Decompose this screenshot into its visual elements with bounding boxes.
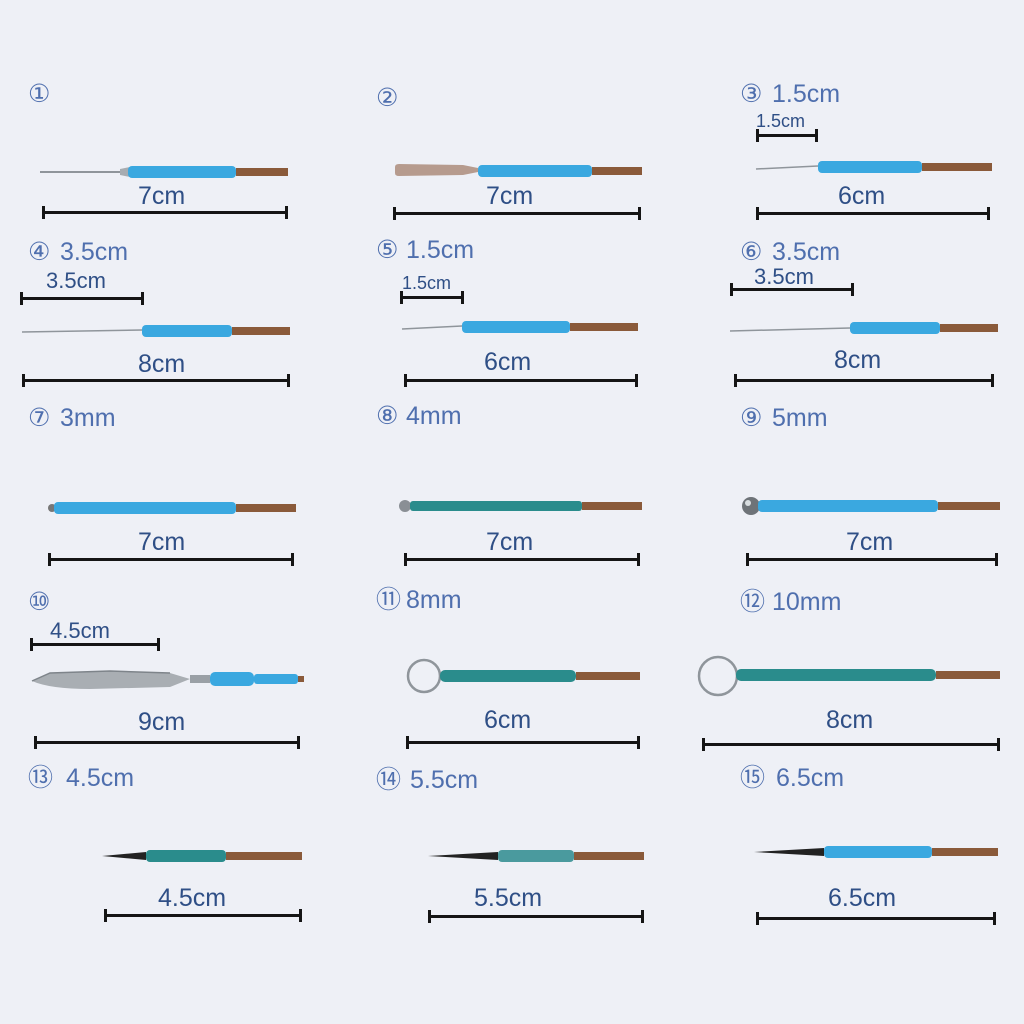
spec-label: 5.5cm — [410, 766, 479, 794]
spec-label: 5mm — [772, 404, 828, 432]
sub-length-label: 3.5cm — [46, 268, 106, 293]
needle-electrode-icon — [401, 321, 638, 333]
ball-electrode-icon — [48, 502, 296, 514]
length-label: 6cm — [484, 348, 532, 376]
item-number: ⑫ — [740, 588, 766, 616]
needle-electrode-icon — [729, 322, 998, 334]
length-label: 5.5cm — [474, 884, 543, 912]
length-scale-bar — [756, 207, 990, 220]
length-label: 7cm — [138, 182, 186, 210]
length-scale-bar — [48, 553, 294, 566]
item-number: ⑧ — [376, 402, 399, 430]
length-scale-bar — [104, 909, 302, 922]
item-number: ⑦ — [28, 404, 51, 432]
length-label: 6cm — [484, 706, 532, 734]
ball-electrode-icon — [399, 500, 642, 512]
length-label: 7cm — [486, 182, 534, 210]
sub-length-bar — [730, 283, 854, 296]
length-label: 8cm — [826, 706, 874, 734]
spec-label: 3mm — [60, 404, 116, 432]
length-scale-bar — [22, 374, 290, 387]
item-number: ⑨ — [740, 404, 763, 432]
spec-label: 6.5cm — [776, 764, 845, 792]
spec-label: 1.5cm — [406, 236, 475, 264]
sub-length-label: 4.5cm — [50, 618, 110, 643]
fine-tip-electrode-icon — [754, 846, 998, 858]
length-label: 7cm — [486, 528, 534, 556]
needle-electrode-icon — [755, 161, 992, 173]
length-scale-bar — [428, 910, 644, 923]
item-number: ⑩ — [28, 588, 51, 616]
length-label: 9cm — [138, 708, 186, 736]
length-label: 6cm — [838, 182, 886, 210]
spec-label: 1.5cm — [772, 80, 841, 108]
length-scale-bar — [42, 206, 288, 219]
item-number: ② — [376, 84, 399, 112]
length-label: 4.5cm — [158, 884, 227, 912]
length-label: 6.5cm — [828, 884, 897, 912]
spec-label: 4mm — [406, 402, 462, 430]
item-number: ⑬ — [28, 764, 54, 792]
loop-electrode-icon — [406, 658, 640, 694]
length-scale-bar — [404, 553, 640, 566]
scalpel-electrode-icon — [31, 670, 304, 689]
length-scale-bar — [746, 553, 998, 566]
item-number: ⑤ — [376, 236, 399, 264]
length-scale-bar — [734, 374, 994, 387]
spec-label: 8mm — [406, 586, 462, 614]
sub-length-bar — [30, 638, 160, 651]
length-scale-bar — [34, 736, 300, 749]
item-number: ⑪ — [376, 586, 402, 614]
fine-tip-electrode-icon — [102, 850, 302, 862]
blade-electrode-icon — [395, 164, 642, 177]
item-number: ⑥ — [740, 238, 763, 266]
length-label: 7cm — [846, 528, 894, 556]
sub-length-bar — [756, 129, 818, 142]
sub-length-bar — [400, 291, 464, 304]
spec-label: 10mm — [772, 588, 842, 616]
length-scale-bar — [406, 736, 640, 749]
item-number: ⑮ — [740, 764, 766, 792]
spec-label: 3.5cm — [772, 238, 841, 266]
fine-tip-electrode-icon — [428, 850, 644, 862]
needle-electrode-icon — [40, 166, 288, 178]
length-label: 8cm — [834, 346, 882, 374]
item-number: ③ — [740, 80, 763, 108]
spec-label: 3.5cm — [60, 238, 129, 266]
item-number: ① — [28, 80, 51, 108]
item-number: ⑭ — [376, 766, 402, 794]
sub-length-label: 1.5cm — [756, 111, 806, 131]
length-scale-bar — [702, 738, 1000, 751]
loop-electrode-icon — [697, 655, 1000, 697]
length-label: 8cm — [138, 350, 186, 378]
ball-electrode-icon — [742, 497, 1000, 515]
item-number: ④ — [28, 238, 51, 266]
sub-length-label: 3.5cm — [754, 264, 814, 289]
sub-length-label: 1.5cm — [402, 273, 452, 293]
length-scale-bar — [756, 912, 996, 925]
length-scale-bar — [393, 207, 641, 220]
length-label: 7cm — [138, 528, 186, 556]
sub-length-bar — [20, 292, 144, 305]
needle-electrode-icon — [21, 325, 290, 337]
spec-label: 4.5cm — [66, 764, 135, 792]
length-scale-bar — [404, 374, 638, 387]
